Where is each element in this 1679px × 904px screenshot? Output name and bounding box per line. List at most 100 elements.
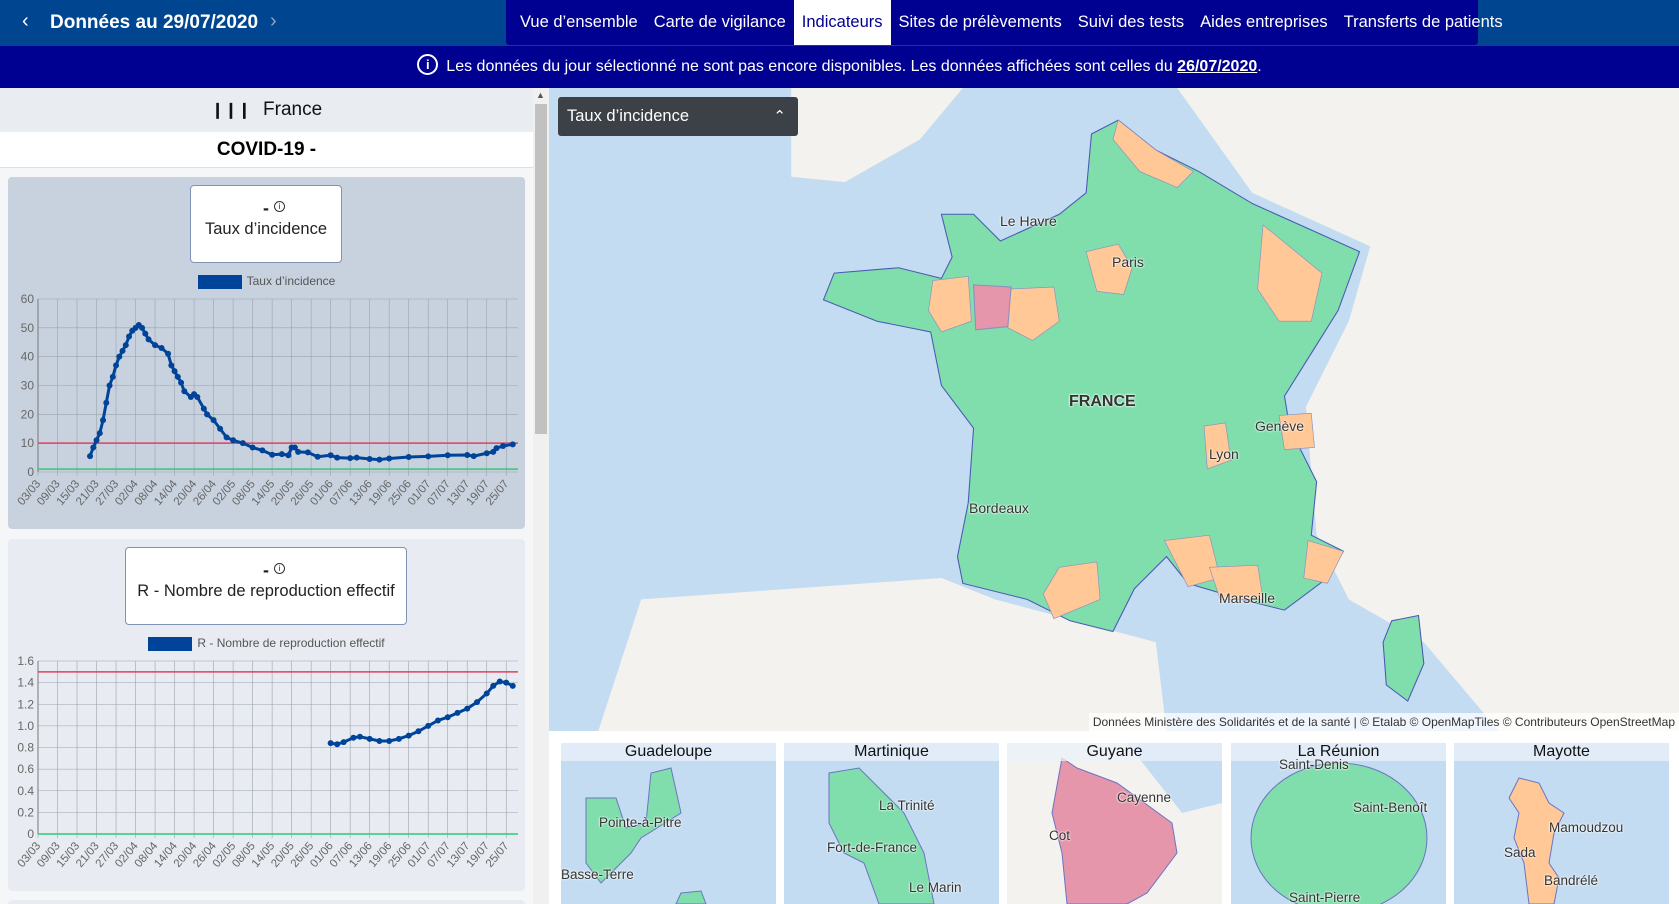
france-map[interactable]: Taux d’incidence ⌃ Le Havre Paris FRANCE … <box>549 88 1679 731</box>
incidence-kpi[interactable]: - i Taux d’incidence <box>190 185 342 263</box>
y-tick-label: 50 <box>21 321 35 335</box>
y-tick-label: 20 <box>21 407 35 421</box>
data-point <box>145 336 152 343</box>
y-tick-label: 60 <box>21 292 35 306</box>
city-label: Le Marin <box>909 880 962 895</box>
info-icon[interactable]: i <box>274 201 285 212</box>
data-point <box>109 373 116 380</box>
y-tick-label: 0.8 <box>17 741 34 755</box>
overseas-mayotte[interactable]: Mayotte Mamoudzou Sada Bandrélé <box>1454 743 1669 904</box>
banner-date-link[interactable]: 26/07/2020 <box>1177 58 1258 75</box>
chart-legend[interactable]: Taux d’incidence <box>8 274 525 289</box>
data-point <box>366 735 373 742</box>
data-point <box>434 717 441 724</box>
data-point <box>386 455 393 462</box>
map-label: Marseille <box>1219 590 1276 606</box>
kpi-label: Taux d’incidence <box>205 220 327 238</box>
city-label: Saint-Benoît <box>1353 800 1428 815</box>
city-label: Cayenne <box>1117 790 1172 805</box>
y-tick-label: 0.2 <box>17 805 34 819</box>
tab-vigilance-map[interactable]: Carte de vigilance <box>653 13 786 31</box>
data-point <box>425 453 432 460</box>
data-point <box>327 740 334 747</box>
data-point <box>106 382 113 389</box>
data-point <box>376 738 383 745</box>
overseas-reunion[interactable]: La Réunion Saint-Denis Saint-Benoît Sain… <box>1231 743 1446 904</box>
city-label: Mamoudzou <box>1549 820 1624 835</box>
tab-patient-transfers[interactable]: Transferts de patients <box>1343 13 1503 31</box>
data-point <box>503 679 510 686</box>
data-point <box>194 394 201 401</box>
data-point <box>340 739 347 746</box>
scrollbar-thumb[interactable] <box>535 104 547 434</box>
data-point <box>470 453 477 460</box>
y-tick-label: 1.2 <box>17 697 34 711</box>
data-point <box>314 453 321 460</box>
data-point <box>509 682 516 689</box>
data-point <box>376 456 383 463</box>
data-point <box>366 456 373 463</box>
tab-indicators[interactable]: Indicateurs <box>793 0 891 45</box>
data-point <box>291 444 298 451</box>
data-point <box>425 722 432 729</box>
tab-test-tracking[interactable]: Suivi des tests <box>1077 13 1185 31</box>
date-title: Données au 29/07/2020 <box>50 12 259 33</box>
banner-end: . <box>1257 58 1262 75</box>
legend-label: R - Nombre de reproduction effectif <box>197 636 385 650</box>
chevron-left-icon[interactable]: ‹ <box>22 10 29 32</box>
tab-sampling-sites[interactable]: Sites de prélèvements <box>898 13 1062 31</box>
data-point <box>113 362 120 369</box>
kpi-value: - <box>263 198 269 218</box>
overseas-guadeloupe[interactable]: Guadeloupe Pointe-à-Pitre Basse-Terre <box>561 743 776 904</box>
r-chart: 00.20.40.60.81.01.21.41.603/0309/0315/03… <box>16 654 518 870</box>
data-point <box>405 732 412 739</box>
spain-land <box>598 578 1167 731</box>
r-kpi[interactable]: - i R - Nombre de reproduction effectif <box>125 547 407 625</box>
data-point <box>174 373 181 380</box>
data-point <box>100 417 107 424</box>
disease-title: COVID-19 - <box>0 132 533 168</box>
info-icon[interactable]: i <box>274 563 285 574</box>
city-label: La Trinité <box>879 798 935 813</box>
data-point <box>126 333 133 340</box>
data-point <box>395 735 402 742</box>
bar-chart-icon: ❙❙❙ <box>210 102 252 119</box>
data-point <box>386 738 393 745</box>
city-label: Basse-Terre <box>561 867 634 882</box>
scroll-up-icon[interactable]: ▲ <box>536 90 545 100</box>
guyane-shape <box>1051 743 1222 904</box>
overseas-martinique[interactable]: Martinique La Trinité Fort-de-France Le … <box>784 743 999 904</box>
data-point <box>119 347 126 354</box>
data-point <box>178 379 185 386</box>
city-label: Saint-Pierre <box>1289 890 1361 904</box>
data-point <box>483 450 490 457</box>
tab-business-aid[interactable]: Aides entreprises <box>1200 13 1328 31</box>
tab-overview[interactable]: Vue d’ensemble <box>520 13 638 31</box>
y-tick-label: 0.4 <box>17 784 34 798</box>
data-point <box>285 452 292 459</box>
data-point <box>200 405 207 412</box>
data-point <box>334 741 341 748</box>
data-point <box>405 454 412 461</box>
overseas-title: Guadeloupe <box>561 743 776 761</box>
y-tick-label: 1.6 <box>17 654 34 668</box>
map-label: Genève <box>1255 418 1305 434</box>
data-point <box>509 441 516 448</box>
data-point <box>295 448 302 455</box>
legend-label: Taux d’incidence <box>246 274 336 288</box>
info-banner: i Les données du jour sélectionné ne sont… <box>0 46 1679 88</box>
city-label: Cot <box>1049 828 1071 843</box>
scrollbar[interactable]: ▲ <box>533 88 549 904</box>
data-point <box>96 430 103 437</box>
chevron-right-icon[interactable]: › <box>270 10 277 32</box>
overseas-guyane[interactable]: Guyane Cayenne Cot <box>1007 743 1222 904</box>
y-tick-label: 0 <box>27 465 34 479</box>
indicator-dropdown[interactable]: Taux d’incidence ⌃ <box>558 97 798 136</box>
chart-legend[interactable]: R - Nombre de reproduction effectif <box>8 636 525 651</box>
next-card <box>8 900 525 904</box>
mayotte-shape <box>1508 777 1565 904</box>
region-header[interactable]: ❙❙❙ France <box>0 88 533 132</box>
map-label: Le Havre <box>1000 213 1057 229</box>
overseas-title: Mayotte <box>1454 743 1669 761</box>
data-point <box>444 714 451 721</box>
